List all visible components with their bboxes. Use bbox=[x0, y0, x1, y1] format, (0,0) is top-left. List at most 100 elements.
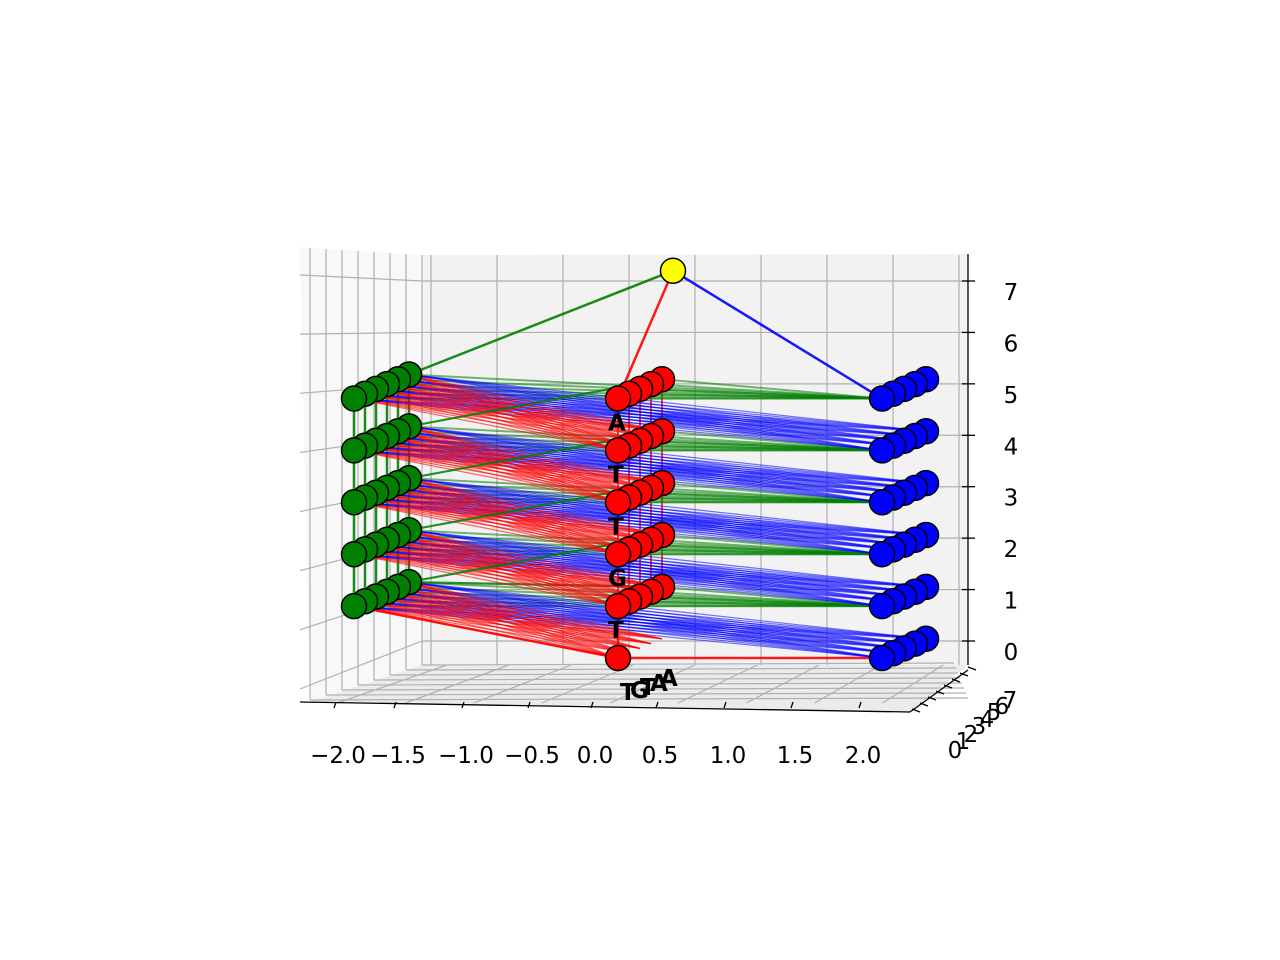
edge-green-red bbox=[408, 373, 652, 437]
sequence-label: A bbox=[608, 411, 626, 437]
edge-green-red bbox=[397, 482, 619, 555]
edge-green-red bbox=[386, 487, 619, 555]
edge-green-red bbox=[353, 501, 619, 555]
z-tick-label: 7 bbox=[1004, 280, 1019, 306]
edge-green-red bbox=[408, 425, 652, 489]
sequence-label: T bbox=[608, 618, 624, 644]
edge-green-red bbox=[364, 548, 619, 607]
edge-root-green bbox=[408, 269, 674, 376]
edge-green-blue-down bbox=[408, 425, 916, 489]
z-tick-label: 1 bbox=[1004, 589, 1019, 615]
edge-green-red bbox=[408, 529, 619, 607]
y-tick-mark bbox=[911, 708, 921, 713]
grid-line bbox=[299, 274, 423, 282]
edge-green-blue-down bbox=[408, 529, 894, 602]
edge-green-blue-down bbox=[397, 378, 883, 451]
edge-green-blue-down bbox=[408, 581, 894, 654]
y-tick-label: 7 bbox=[1003, 688, 1018, 714]
edge-green-blue-down bbox=[408, 425, 905, 494]
x-tick-mark bbox=[333, 701, 337, 709]
edge-green-blue-down bbox=[397, 430, 883, 503]
x-tick-label: 1.5 bbox=[777, 743, 814, 769]
edge-green-red bbox=[375, 440, 619, 503]
tick-labels: −2.0 −1.5 −1.0 −0.5 0.0 0.5 1.0 1.5 2.0012345670… bbox=[310, 280, 1018, 769]
edge-green-red bbox=[397, 534, 619, 607]
grid-line bbox=[405, 667, 957, 671]
edge-green-red bbox=[386, 435, 619, 503]
edge-green-red bbox=[408, 477, 619, 555]
edge-red-blue bbox=[661, 378, 883, 400]
z-tick-label: 2 bbox=[1004, 537, 1019, 563]
edge-green-blue-down bbox=[397, 482, 883, 555]
edge-green-blue-down bbox=[408, 373, 894, 447]
edge-green-red bbox=[397, 430, 619, 503]
y-tick-mark bbox=[951, 678, 961, 683]
x-tick-mark bbox=[461, 701, 465, 709]
edge-green-blue-down bbox=[408, 529, 883, 607]
x-tick-mark bbox=[393, 701, 397, 709]
green-node bbox=[340, 592, 368, 620]
base-label: A bbox=[660, 666, 678, 692]
edge-green-red bbox=[375, 492, 619, 555]
edge-green-red bbox=[408, 529, 630, 602]
y-tick-label: 5 bbox=[987, 700, 1002, 726]
x-tick-mark bbox=[655, 701, 659, 709]
edge-green-blue-down bbox=[408, 477, 905, 546]
edge-green-blue-down bbox=[408, 581, 916, 645]
red-node bbox=[604, 644, 632, 672]
y-tick-label: 3 bbox=[972, 714, 987, 740]
y-axis-line bbox=[909, 669, 969, 713]
grid-line bbox=[882, 664, 944, 704]
grid-line bbox=[357, 682, 963, 686]
x-tick-mark bbox=[723, 701, 727, 709]
blue-node bbox=[868, 540, 896, 568]
edge-green-blue-down bbox=[408, 373, 927, 432]
edge-green-blue-down bbox=[408, 477, 883, 555]
grid-line bbox=[373, 677, 961, 681]
blue-node bbox=[868, 644, 896, 672]
blue-node bbox=[868, 592, 896, 620]
green-node bbox=[340, 540, 368, 568]
y-tick-mark bbox=[959, 672, 969, 677]
z-tick-label: 3 bbox=[1004, 486, 1019, 512]
edge-green-red bbox=[375, 388, 619, 451]
z-tick-label: 6 bbox=[1004, 331, 1019, 357]
x-tick-label: −2.0 bbox=[310, 743, 366, 769]
x-tick-label: −1.5 bbox=[370, 743, 426, 769]
edge-green-blue-down bbox=[408, 373, 883, 451]
y-tick-label: 6 bbox=[995, 694, 1010, 720]
y-tick-mark bbox=[919, 702, 929, 707]
blue-node bbox=[868, 385, 896, 412]
x-axis-line bbox=[299, 701, 911, 713]
edge-green-blue-down bbox=[408, 529, 905, 598]
edge-green-red bbox=[353, 449, 619, 503]
base-label: T bbox=[640, 675, 656, 701]
y-tick-mark bbox=[927, 696, 937, 701]
edge-green-red bbox=[353, 605, 619, 659]
edge-green-red bbox=[408, 477, 652, 541]
root-node bbox=[659, 257, 687, 284]
grid-line bbox=[309, 697, 969, 701]
edge-green-blue-down bbox=[408, 477, 916, 541]
edge-green-blue-down bbox=[408, 581, 905, 649]
edge-green-blue-down bbox=[408, 477, 894, 550]
red-node bbox=[604, 489, 632, 516]
x-tick-mark bbox=[527, 701, 531, 709]
z-tick-label: 5 bbox=[1004, 383, 1019, 409]
x-tick-label: 1.0 bbox=[710, 743, 747, 769]
edge-green-red bbox=[397, 586, 619, 659]
z-tick-label: 4 bbox=[1004, 434, 1019, 460]
edge-green-blue-down bbox=[408, 425, 927, 484]
edge-green-red bbox=[375, 544, 619, 607]
edge-green-red bbox=[408, 425, 630, 499]
red-node bbox=[604, 592, 632, 620]
edge-green-red bbox=[408, 425, 641, 494]
axis-lines bbox=[299, 254, 977, 713]
edge-green-blue-down bbox=[408, 581, 883, 659]
red-node bbox=[604, 385, 632, 412]
x-tick-label: 0.0 bbox=[577, 743, 614, 769]
green-node bbox=[340, 437, 368, 464]
y-tick-label: 4 bbox=[980, 707, 995, 733]
edge-green-red bbox=[408, 477, 641, 546]
